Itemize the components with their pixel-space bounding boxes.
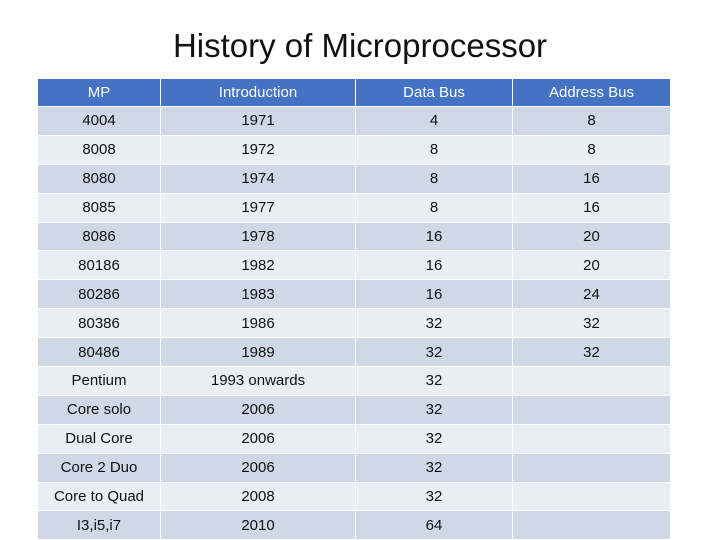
table-cell: 32: [355, 394, 513, 425]
table-cell: Core 2 Duo: [37, 452, 161, 483]
table-cell: 80386: [37, 308, 161, 339]
table-cell: 32: [512, 337, 671, 368]
empty-cell: [512, 481, 671, 512]
table-row: Dual Core 2006 32: [37, 423, 671, 454]
empty-cell: [512, 394, 671, 425]
table-cell: 32: [512, 308, 671, 339]
table-cell: 8086: [37, 221, 161, 252]
empty-cell: [512, 423, 671, 454]
empty-cell: [512, 452, 671, 483]
table-body: 4004 1971 4 8 8008 1972 8 8 8080 1974 8 16 8085 1977 8…: [37, 106, 671, 540]
table-cell: 1971: [160, 106, 356, 136]
table-cell: 1982: [160, 250, 356, 281]
table-cell: 2006: [160, 452, 356, 483]
table-cell: Core solo: [37, 394, 161, 425]
table-cell: 32: [355, 452, 513, 483]
table-cell: I3,i5,i7: [37, 510, 161, 540]
table-cell: 1983: [160, 279, 356, 310]
table-cell: 80286: [37, 279, 161, 310]
table-cell: 32: [355, 366, 513, 396]
table-row: Core to Quad 2008 32: [37, 481, 671, 512]
table: MP Introduction Data Bus Address Bus 4004 19…: [37, 78, 671, 540]
table-row: 8086 1978 16 20: [37, 221, 671, 252]
table-cell: 32: [355, 481, 513, 512]
empty-cell: [512, 366, 671, 396]
table-cell: 4: [355, 106, 513, 136]
table-cell: 2006: [160, 423, 356, 454]
table-row: Pentium 1993 onwards 32: [37, 366, 671, 396]
table-row: 8080 1974 8 16: [37, 163, 671, 194]
table-cell: 32: [355, 308, 513, 339]
header-row: MP Introduction Data Bus Address Bus: [37, 78, 671, 107]
table-cell: 1993 onwards: [160, 366, 356, 396]
column-header: Data Bus: [355, 78, 513, 107]
table-cell: 16: [355, 250, 513, 281]
table-cell: 8: [355, 163, 513, 194]
table-row: 8085 1977 8 16: [37, 192, 671, 223]
table-cell: 80186: [37, 250, 161, 281]
column-header: MP: [37, 78, 161, 107]
table-cell: 4004: [37, 106, 161, 136]
column-header: Address Bus: [512, 78, 671, 107]
table-cell: 8080: [37, 163, 161, 194]
table-row: 8008 1972 8 8: [37, 134, 671, 165]
table-cell: 2010: [160, 510, 356, 540]
table-cell: 16: [355, 221, 513, 252]
table-cell: 16: [355, 279, 513, 310]
table-cell: 8085: [37, 192, 161, 223]
table-cell: 8: [512, 106, 671, 136]
table-row: Core solo 2006 32: [37, 394, 671, 425]
table-cell: 1977: [160, 192, 356, 223]
table-cell: Dual Core: [37, 423, 161, 454]
slide-title: History of Microprocessor: [172, 27, 548, 64]
table-cell: 32: [355, 337, 513, 368]
table-cell: 8: [512, 134, 671, 165]
table-cell: 8: [355, 192, 513, 223]
table-cell: Core to Quad: [37, 481, 161, 512]
table-cell: 20: [512, 221, 671, 252]
table-cell: 1989: [160, 337, 356, 368]
table-cell: 2006: [160, 394, 356, 425]
table-cell: 16: [512, 192, 671, 223]
empty-cell: [512, 510, 671, 540]
table-cell: 1978: [160, 221, 356, 252]
table-cell: Pentium: [37, 366, 161, 396]
table-cell: 24: [512, 279, 671, 310]
table-cell: 32: [355, 423, 513, 454]
table-cell: 1986: [160, 308, 356, 339]
table-cell: 64: [355, 510, 513, 540]
table-row: I3,i5,i7 2010 64: [37, 510, 671, 540]
column-header: Introduction: [160, 78, 356, 107]
table-row: 4004 1971 4 8: [37, 106, 671, 136]
table-cell: 8: [355, 134, 513, 165]
table-row: 80186 1982 16 20: [37, 250, 671, 281]
table-row: 80486 1989 32 32: [37, 337, 671, 368]
table-row: Core 2 Duo 2006 32: [37, 452, 671, 483]
table-cell: 20: [512, 250, 671, 281]
table-cell: 8008: [37, 134, 161, 165]
table-cell: 16: [512, 163, 671, 194]
table-row: 80286 1983 16 24: [37, 279, 671, 310]
table-row: 80386 1986 32 32: [37, 308, 671, 339]
table-cell: 1974: [160, 163, 356, 194]
table-cell: 1972: [160, 134, 356, 165]
table-cell: 80486: [37, 337, 161, 368]
table-cell: 2008: [160, 481, 356, 512]
